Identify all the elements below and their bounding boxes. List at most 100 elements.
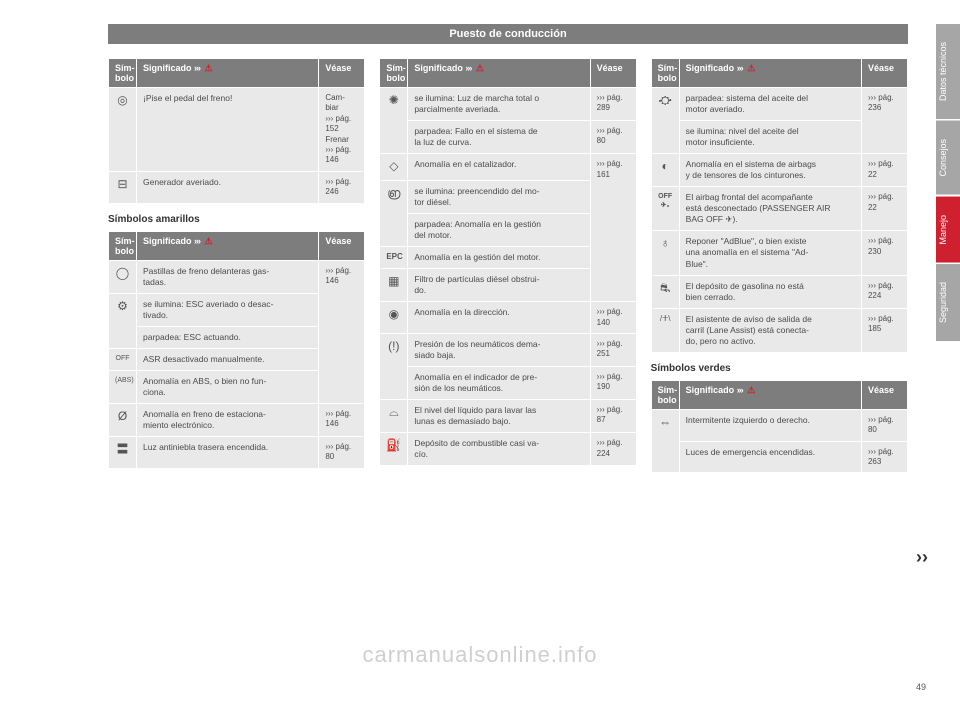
significado-cell: parpadea: ESC actuando.	[137, 326, 319, 348]
significado-cell: ASR desactivado manualmente.	[137, 348, 319, 370]
symbol-icon: ✺	[380, 88, 408, 154]
symbol-icon: ⊟	[109, 171, 137, 203]
vease-cell: ››› pág. 185	[861, 308, 907, 352]
table-col3-top: Sím-bolo Significado Véase ⛮ parpadea: s…	[651, 58, 908, 353]
tab-datos-tecnicos[interactable]: Datos técnicos	[936, 24, 960, 119]
symbol-icon: ◉	[380, 302, 408, 334]
symbol-icon: ⛐	[651, 275, 679, 308]
significado-cell: Anomalía en la dirección.	[408, 302, 590, 334]
symbol-icon: ◯	[109, 260, 137, 293]
significado-cell: Presión de los neumáticos dema- siado ba…	[408, 333, 590, 366]
vease-cell: ››› pág. 146	[319, 260, 365, 403]
symbol-icon: /ⵜ\	[651, 308, 679, 352]
table-row: ◎ ¡Pise el pedal del freno! Cam- biar ››…	[109, 88, 365, 172]
significado-cell: se ilumina: nivel del aceite del motor i…	[679, 121, 861, 154]
side-tabs: Datos técnicos Consejos Manejo Seguridad	[936, 24, 960, 343]
table-row: ◉ Anomalía en la dirección. ››› pág. 140	[380, 302, 636, 334]
th-significado: Significado	[679, 59, 861, 88]
th-vease: Véase	[590, 59, 636, 88]
th-simbolo: Sím-bolo	[380, 59, 408, 88]
significado-cell: se ilumina: ESC averiado o desac- tivado…	[137, 293, 319, 326]
th-vease: Véase	[861, 380, 907, 409]
th-vease: Véase	[861, 59, 907, 88]
significado-cell: se ilumina: preencendido del mo- tor dié…	[408, 180, 590, 213]
th-significado: Significado	[137, 59, 319, 88]
table-row: ⌓ El nivel del líquido para lavar las lu…	[380, 400, 636, 433]
column-2: Sím-bolo Significado Véase ✺ se ilumina:…	[379, 58, 636, 473]
table-row: parpadea: Fallo en el sistema de la luz …	[380, 121, 636, 154]
vease-cell: ››› pág. 140	[590, 302, 636, 334]
section-amarillos: Símbolos amarillos	[108, 214, 365, 225]
significado-cell: Anomalía en la gestión del motor.	[408, 246, 590, 268]
table-row: ⛽ Depósito de combustible casi va- cío. …	[380, 433, 636, 466]
tab-consejos[interactable]: Consejos	[936, 121, 960, 195]
symbol-icon: OFF	[109, 348, 137, 370]
tab-seguridad[interactable]: Seguridad	[936, 264, 960, 341]
page-title: Puesto de conducción	[108, 24, 908, 44]
vease-cell: ››› pág. 80	[861, 409, 907, 441]
vease-cell: ››› pág. 80	[319, 436, 365, 468]
significado-cell: parpadea: Fallo en el sistema de la luz …	[408, 121, 590, 154]
significado-cell: Depósito de combustible casi va- cío.	[408, 433, 590, 466]
vease-cell: ››› pág. 190	[590, 366, 636, 399]
significado-cell: parpadea: Anomalía en la gestión del mot…	[408, 213, 590, 246]
section-verdes: Símbolos verdes	[651, 363, 908, 374]
watermark: carmanualsonline.info	[362, 642, 597, 668]
symbol-icon: ◎	[109, 88, 137, 172]
significado-cell: El depósito de gasolina no está bien cer…	[679, 275, 861, 308]
significado-cell: Anomalía en el indicador de pre- sión de…	[408, 366, 590, 399]
symbol-icon: ◐	[651, 154, 679, 187]
tab-manejo[interactable]: Manejo	[936, 197, 960, 263]
symbol-icon: ൏	[380, 180, 408, 246]
th-simbolo: Sím-bolo	[651, 59, 679, 88]
table-row: ⛐ El depósito de gasolina no está bien c…	[651, 275, 907, 308]
significado-cell: El airbag frontal del acompañante está d…	[679, 187, 861, 231]
significado-cell: se ilumina: Luz de marcha total o parcia…	[408, 88, 590, 121]
table-row: ◇ Anomalía en el catalizador. ››› pág. 1…	[380, 154, 636, 181]
significado-cell: El asistente de aviso de salida de carri…	[679, 308, 861, 352]
significado-cell: Pastillas de freno delanteras gas- tadas…	[137, 260, 319, 293]
significado-cell: Anomalía en el catalizador.	[408, 154, 590, 181]
table-row: (!) Presión de los neumáticos dema- siad…	[380, 333, 636, 366]
significado-cell: Luces de emergencia encendidas.	[679, 441, 861, 473]
significado-cell: Anomalía en freno de estaciona- miento e…	[137, 403, 319, 436]
vease-cell: ››› pág. 251	[590, 333, 636, 366]
th-significado: Significado	[679, 380, 861, 409]
table-col2: Sím-bolo Significado Véase ✺ se ilumina:…	[379, 58, 636, 466]
table-row: ♁ Reponer "AdBlue", o bien existe una an…	[651, 231, 907, 275]
th-simbolo: Sím-bolo	[651, 380, 679, 409]
vease-cell: ››› pág. 80	[590, 121, 636, 154]
th-significado: Significado	[137, 231, 319, 260]
table-row: OFF ✈₂ El airbag frontal del acompañante…	[651, 187, 907, 231]
significado-cell: ¡Pise el pedal del freno!	[137, 88, 319, 172]
vease-cell: ››› pág. 289	[590, 88, 636, 121]
symbol-icon: ♁	[651, 231, 679, 275]
symbol-icon: ⛽	[380, 433, 408, 466]
continue-marker: ››	[916, 547, 928, 568]
th-significado: Significado	[408, 59, 590, 88]
vease-cell: ››› pág. 224	[590, 433, 636, 466]
symbol-icon: ⇔	[651, 409, 679, 473]
vease-cell: Cam- biar ››› pág. 152 Frenar ››› pág. 1…	[319, 88, 365, 172]
table-row: ⊟ Generador averiado. ››› pág. 246	[109, 171, 365, 203]
symbol-icon: ▦	[380, 269, 408, 302]
vease-cell: ››› pág. 146	[319, 403, 365, 436]
symbol-icon: (ABS)	[109, 370, 137, 403]
significado-cell: Luz antiniebla trasera encendida.	[137, 436, 319, 468]
table-row: ◐ Anomalía en el sistema de airbags y de…	[651, 154, 907, 187]
table-amarillos: Sím-bolo Significado Véase ◯ Pastillas d…	[108, 231, 365, 469]
vease-cell: ››› pág. 230	[861, 231, 907, 275]
vease-cell: ››› pág. 224	[861, 275, 907, 308]
column-3: Sím-bolo Significado Véase ⛮ parpadea: s…	[651, 58, 908, 473]
symbol-icon: Ø	[109, 403, 137, 436]
table-verdes: Sím-bolo Significado Véase ⇔ Intermitent…	[651, 380, 908, 474]
page-number: 49	[916, 682, 926, 692]
vease-cell: ››› pág. 236	[861, 88, 907, 154]
symbol-icon: (!)	[380, 333, 408, 399]
table-row: ⇔ Intermitente izquierdo o derecho. ››› …	[651, 409, 907, 441]
table-row: ✺ se ilumina: Luz de marcha total o parc…	[380, 88, 636, 121]
vease-cell: ››› pág. 87	[590, 400, 636, 433]
symbol-icon: ⚙	[109, 293, 137, 348]
symbol-icon: OFF ✈₂	[651, 187, 679, 231]
table-row: Ø Anomalía en freno de estaciona- miento…	[109, 403, 365, 436]
